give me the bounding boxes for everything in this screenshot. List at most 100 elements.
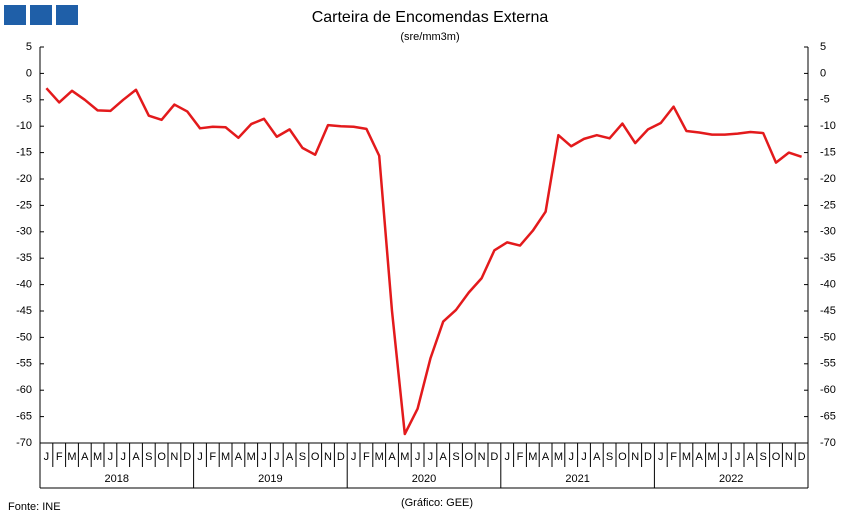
x-tick-label: J [44,451,50,463]
x-tick-label: F [56,451,63,463]
y-tick-label: -70 [16,437,32,449]
y-tick-label: -60 [16,384,32,396]
x-tick-label: F [209,451,216,463]
x-tick-label: A [81,451,89,463]
x-tick-label: F [670,451,677,463]
x-tick-label: M [221,451,230,463]
year-label: 2022 [719,473,743,485]
x-tick-label: A [440,451,448,463]
source: Fonte: INE [8,501,61,513]
x-tick-label: J [415,451,421,463]
chart-title: Carteira de Encomendas Externa [312,9,549,26]
y-tick-label: -55 [16,358,32,370]
x-tick-label: J [568,451,574,463]
y2-tick-label: -45 [820,305,836,317]
x-tick-label: J [581,451,587,463]
y-tick-label: -20 [16,173,32,185]
x-tick-label: J [261,451,267,463]
x-tick-label: J [504,451,510,463]
series-line [45,87,802,436]
y2-tick-label: -55 [820,358,836,370]
y2-tick-label: 5 [820,41,826,53]
x-tick-label: S [145,451,152,463]
y2-tick-label: -5 [820,94,830,106]
x-tick-label: A [286,451,294,463]
y2-tick-label: -30 [820,226,836,238]
y-tick-label: -40 [16,279,32,291]
x-tick-label: O [465,451,474,463]
x-tick-label: F [517,451,524,463]
x-tick-label: D [183,451,191,463]
y-tick-label: -5 [22,94,32,106]
x-tick-label: M [247,451,256,463]
y2-tick-label: -65 [820,411,836,423]
logo-square [56,5,78,25]
x-tick-label: A [696,451,704,463]
year-label: 2019 [258,473,282,485]
x-tick-label: S [452,451,459,463]
y2-tick-label: -70 [820,437,836,449]
x-tick-label: O [618,451,627,463]
y-tick-label: -10 [16,120,32,132]
x-tick-label: A [747,451,755,463]
logo-square [4,5,26,25]
x-tick-label: F [363,451,370,463]
x-tick-label: M [682,451,691,463]
x-tick-label: M [554,451,563,463]
x-tick-label: D [337,451,345,463]
y-tick-label: 0 [26,67,32,79]
y-tick-label: -30 [16,226,32,238]
year-label: 2021 [565,473,589,485]
x-tick-label: J [658,451,664,463]
x-tick-label: A [132,451,140,463]
y2-tick-label: -15 [820,147,836,159]
x-tick-label: J [120,451,126,463]
x-tick-label: M [93,451,102,463]
x-tick-label: M [67,451,76,463]
logo-square [30,5,52,25]
x-tick-label: S [299,451,306,463]
year-label: 2018 [105,473,129,485]
y-tick-label: -15 [16,147,32,159]
x-tick-label: J [351,451,357,463]
x-tick-label: J [735,451,741,463]
y-tick-label: -65 [16,411,32,423]
x-tick-label: D [644,451,652,463]
x-tick-label: N [478,451,486,463]
y2-tick-label: -10 [820,120,836,132]
y2-tick-label: 0 [820,67,826,79]
x-tick-label: S [760,451,767,463]
x-tick-label: A [235,451,243,463]
x-tick-label: M [707,451,716,463]
x-tick-label: S [606,451,613,463]
y2-tick-label: -20 [820,173,836,185]
x-tick-label: M [528,451,537,463]
y-tick-label: -25 [16,199,32,211]
y-tick-label: -50 [16,331,32,343]
x-tick-label: M [375,451,384,463]
x-tick-label: D [798,451,806,463]
x-tick-label: N [631,451,639,463]
x-tick-label: O [311,451,320,463]
x-tick-label: J [428,451,434,463]
x-tick-label: J [197,451,203,463]
x-tick-label: O [772,451,781,463]
y-tick-label: -35 [16,252,32,264]
x-tick-label: N [785,451,793,463]
year-label: 2020 [412,473,436,485]
x-tick-label: J [722,451,728,463]
y2-tick-label: -35 [820,252,836,264]
x-tick-label: D [490,451,498,463]
x-tick-label: J [274,451,280,463]
x-tick-label: O [157,451,166,463]
y-tick-label: -45 [16,305,32,317]
x-tick-label: A [593,451,601,463]
x-tick-label: A [542,451,550,463]
x-tick-label: M [400,451,409,463]
y-tick-label: 5 [26,41,32,53]
y2-tick-label: -25 [820,199,836,211]
y2-tick-label: -50 [820,331,836,343]
y2-tick-label: -60 [820,384,836,396]
